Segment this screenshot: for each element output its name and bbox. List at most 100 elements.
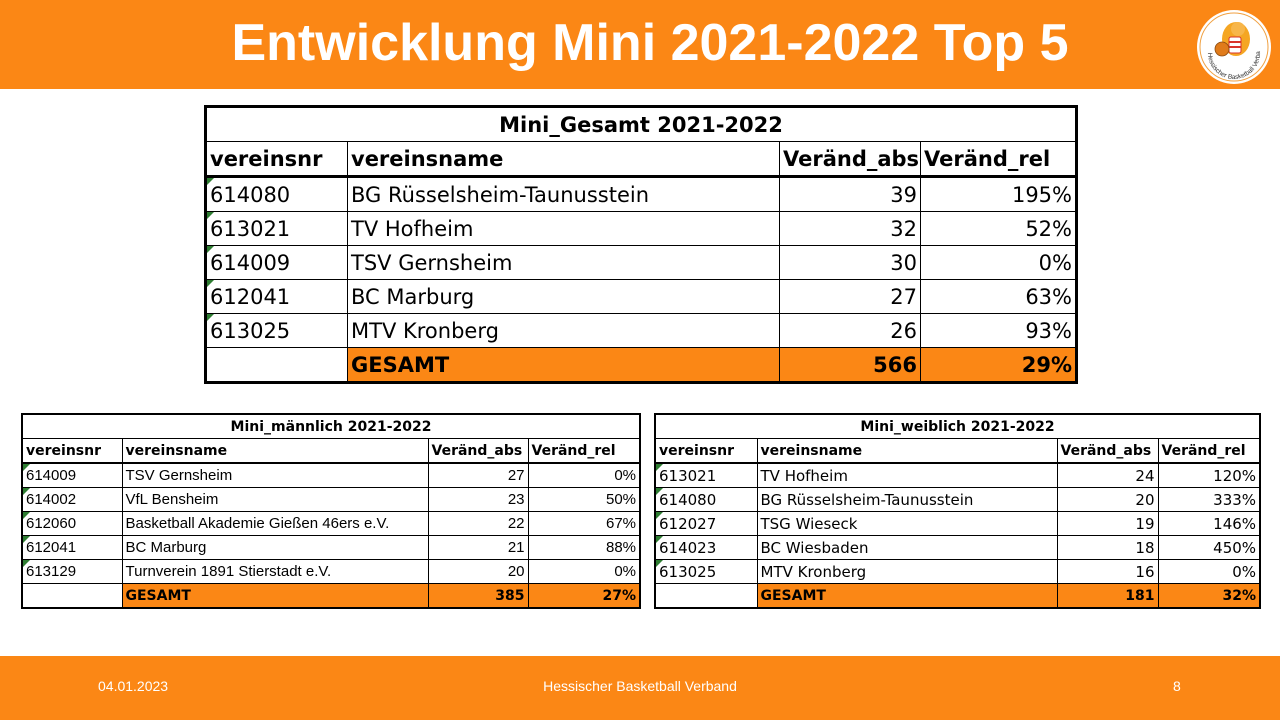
cell-abs: 27 bbox=[779, 279, 921, 314]
total-label: GESAMT bbox=[347, 347, 780, 383]
cell-empty bbox=[21, 583, 123, 609]
cell-vereinsnr: 613021 bbox=[654, 462, 758, 488]
column-header: vereinsnr bbox=[654, 438, 758, 464]
cell-vereinsname: TSG Wieseck bbox=[756, 511, 1058, 536]
cell-vereinsname: TSV Gernsheim bbox=[121, 462, 429, 488]
footer-organization: Hessischer Basketball Verband bbox=[543, 678, 737, 694]
cell-vereinsnr: 612041 bbox=[205, 279, 348, 314]
cell-vereinsname: BC Marburg bbox=[347, 279, 780, 314]
hbv-lion-logo-icon: Hessischer Basketball Verband bbox=[1196, 9, 1271, 84]
table-row: 614080 BG Rüsselsheim-Taunusstein 20 333… bbox=[654, 487, 1261, 512]
total-rel: 29% bbox=[920, 347, 1077, 383]
cell-vereinsnr: 614002 bbox=[21, 487, 123, 512]
total-rel: 27% bbox=[527, 583, 641, 609]
cell-abs: 24 bbox=[1056, 462, 1159, 488]
table-row: 614009 TSV Gernsheim 30 0% bbox=[205, 245, 1077, 280]
cell-rel: 52% bbox=[920, 211, 1077, 246]
cell-abs: 32 bbox=[779, 211, 921, 246]
total-rel: 32% bbox=[1157, 583, 1261, 609]
cell-rel: 93% bbox=[920, 313, 1077, 348]
table-row: 612041 BC Marburg 21 88% bbox=[21, 535, 641, 560]
column-header: vereinsname bbox=[756, 438, 1058, 464]
column-header: Veränd_abs bbox=[1056, 438, 1159, 464]
cell-abs: 27 bbox=[427, 462, 529, 488]
cell-vereinsname: Basketball Akademie Gießen 46ers e.V. bbox=[121, 511, 429, 536]
error-marker-icon bbox=[23, 512, 30, 519]
error-marker-icon bbox=[207, 314, 214, 321]
total-row: GESAMT 566 29% bbox=[205, 347, 1077, 383]
cell-vereinsname: MTV Kronberg bbox=[756, 559, 1058, 584]
cell-abs: 26 bbox=[779, 313, 921, 348]
cell-vereinsname: MTV Kronberg bbox=[347, 313, 780, 348]
column-header: vereinsnr bbox=[205, 141, 348, 178]
table-row: 614023 BC Wiesbaden 18 450% bbox=[654, 535, 1261, 560]
cell-vereinsnr: 614023 bbox=[654, 535, 758, 560]
error-marker-icon bbox=[656, 560, 663, 567]
cell-abs: 16 bbox=[1056, 559, 1159, 584]
column-header: Veränd_abs bbox=[779, 141, 921, 178]
cell-vereinsnr: 612060 bbox=[21, 511, 123, 536]
page-number: 8 bbox=[1173, 678, 1181, 694]
cell-empty bbox=[205, 347, 348, 383]
table-row: 613021 TV Hofheim 24 120% bbox=[654, 462, 1261, 488]
error-marker-icon bbox=[207, 212, 214, 219]
cell-abs: 20 bbox=[1056, 487, 1159, 512]
cell-vereinsname: TV Hofheim bbox=[347, 211, 780, 246]
error-marker-icon bbox=[207, 178, 214, 185]
error-marker-icon bbox=[656, 464, 663, 471]
error-marker-icon bbox=[207, 280, 214, 287]
mini-gesamt-table: Mini_Gesamt 2021-2022 vereinsnr vereinsn… bbox=[204, 105, 1078, 384]
footer-date: 04.01.2023 bbox=[98, 678, 169, 694]
table-row: 612060 Basketball Akademie Gießen 46ers … bbox=[21, 511, 641, 536]
column-header: Veränd_rel bbox=[527, 438, 641, 464]
error-marker-icon bbox=[23, 536, 30, 543]
cell-vereinsnr: 613025 bbox=[654, 559, 758, 584]
cell-vereinsnr: 614080 bbox=[654, 487, 758, 512]
column-header: vereinsname bbox=[121, 438, 429, 464]
cell-rel: 0% bbox=[1157, 559, 1261, 584]
error-marker-icon bbox=[656, 512, 663, 519]
cell-empty bbox=[654, 583, 758, 609]
error-marker-icon bbox=[23, 560, 30, 567]
cell-abs: 21 bbox=[427, 535, 529, 560]
cell-abs: 22 bbox=[427, 511, 529, 536]
cell-vereinsnr: 613025 bbox=[205, 313, 348, 348]
error-marker-icon bbox=[23, 464, 30, 471]
cell-rel: 0% bbox=[527, 559, 641, 584]
column-header: vereinsnr bbox=[21, 438, 123, 464]
cell-rel: 120% bbox=[1157, 462, 1261, 488]
total-label: GESAMT bbox=[121, 583, 429, 609]
table-row: 612027 TSG Wieseck 19 146% bbox=[654, 511, 1261, 536]
page-title: Entwicklung Mini 2021-2022 Top 5 bbox=[231, 14, 1069, 72]
cell-rel: 50% bbox=[527, 487, 641, 512]
cell-rel: 146% bbox=[1157, 511, 1261, 536]
cell-vereinsname: Turnverein 1891 Stierstadt e.V. bbox=[121, 559, 429, 584]
table-row: 614009 TSV Gernsheim 27 0% bbox=[21, 462, 641, 488]
table-row: 613025 MTV Kronberg 26 93% bbox=[205, 313, 1077, 348]
cell-abs: 19 bbox=[1056, 511, 1159, 536]
error-marker-icon bbox=[656, 488, 663, 495]
cell-vereinsnr: 614009 bbox=[205, 245, 348, 280]
cell-vereinsnr: 614080 bbox=[205, 176, 348, 212]
cell-rel: 67% bbox=[527, 511, 641, 536]
cell-abs: 23 bbox=[427, 487, 529, 512]
cell-rel: 0% bbox=[527, 462, 641, 488]
cell-vereinsnr: 613021 bbox=[205, 211, 348, 246]
cell-vereinsname: BG Rüsselsheim-Taunusstein bbox=[756, 487, 1058, 512]
cell-rel: 63% bbox=[920, 279, 1077, 314]
cell-rel: 450% bbox=[1157, 535, 1261, 560]
total-row: GESAMT 181 32% bbox=[654, 583, 1261, 609]
column-header: Veränd_rel bbox=[920, 141, 1077, 178]
cell-abs: 30 bbox=[779, 245, 921, 280]
mini-weiblich-table: Mini_weiblich 2021-2022 vereinsnr verein… bbox=[654, 413, 1262, 609]
error-marker-icon bbox=[23, 488, 30, 495]
footer-bar: 04.01.2023 Hessischer Basketball Verband… bbox=[0, 656, 1280, 720]
header-bar bbox=[0, 0, 1280, 89]
cell-vereinsnr: 613129 bbox=[21, 559, 123, 584]
total-abs: 181 bbox=[1056, 583, 1159, 609]
table-caption: Mini_Gesamt 2021-2022 bbox=[205, 106, 1077, 142]
cell-rel: 88% bbox=[527, 535, 641, 560]
total-label: GESAMT bbox=[756, 583, 1058, 609]
cell-vereinsnr: 612041 bbox=[21, 535, 123, 560]
mini-maennlich-table: Mini_männlich 2021-2022 vereinsnr verein… bbox=[21, 413, 642, 609]
